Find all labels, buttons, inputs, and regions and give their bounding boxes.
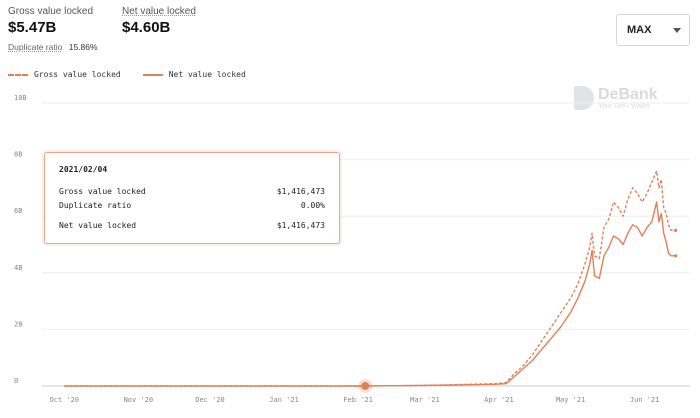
y-tick-label: 6B bbox=[14, 207, 22, 215]
x-tick-label: Feb '21 bbox=[343, 396, 373, 404]
debank-logo-icon bbox=[574, 86, 594, 110]
tooltip-value: $1,416,473 bbox=[276, 221, 325, 230]
chevron-down-icon bbox=[673, 28, 681, 33]
gross-value-stat: Gross value locked $5.47B bbox=[8, 6, 93, 36]
duplicate-ratio-value: 15.86% bbox=[68, 42, 98, 52]
tooltip-value: 0.00% bbox=[300, 201, 325, 210]
x-tick-label: Nov '20 bbox=[124, 396, 154, 404]
x-tick-label: May '21 bbox=[556, 396, 586, 404]
gross-value-amount: $5.47B bbox=[8, 19, 57, 36]
y-tick-label: 4B bbox=[14, 264, 22, 272]
time-range-select[interactable]: MAX bbox=[616, 14, 690, 46]
chart-tooltip: 2021/02/04 Gross value locked $1,416,473… bbox=[44, 152, 340, 244]
legend-label-net: Net value locked bbox=[168, 70, 246, 79]
net-value-stat: Net value locked $4.60B bbox=[122, 6, 196, 36]
legend-label-gross: Gross value locked bbox=[34, 70, 121, 79]
x-tick-label: Mar '21 bbox=[410, 396, 440, 404]
x-tick-label: Oct '20 bbox=[50, 396, 80, 404]
y-tick-label: 10B bbox=[14, 94, 27, 102]
x-tick-label: Apr '21 bbox=[484, 396, 514, 404]
tooltip-value: $1,416,473 bbox=[276, 187, 325, 196]
brand-name: DeBank bbox=[598, 85, 658, 103]
net-value-amount: $4.60B bbox=[122, 19, 171, 36]
tooltip-row-net: Net value locked $1,416,473 bbox=[59, 221, 325, 230]
series-line-gross bbox=[64, 170, 676, 387]
time-range-selected: MAX bbox=[627, 24, 652, 36]
highlight-point bbox=[361, 381, 370, 390]
tooltip-date: 2021/02/04 bbox=[59, 165, 108, 174]
series-line-net bbox=[64, 201, 676, 387]
x-tick-label: Jan '21 bbox=[269, 396, 299, 404]
tooltip-row-duplicate: Duplicate ratio 0.00% bbox=[59, 201, 325, 210]
x-tick-label: Dec '20 bbox=[195, 396, 225, 404]
y-tick-label: 8B bbox=[14, 151, 22, 159]
tooltip-label: Net value locked bbox=[59, 221, 137, 230]
duplicate-ratio-row: Duplicate ratio 15.86% bbox=[8, 42, 98, 52]
tooltip-row-gross: Gross value locked $1,416,473 bbox=[59, 187, 325, 196]
legend-item-gross[interactable]: Gross value locked bbox=[8, 70, 121, 79]
brand-watermark: DeBank Your DeFi Wallet bbox=[574, 86, 658, 110]
tooltip-label: Duplicate ratio bbox=[59, 201, 132, 210]
series-end-point-net bbox=[674, 254, 678, 258]
y-tick-label: 2B bbox=[14, 320, 22, 328]
solid-line-swatch bbox=[142, 73, 163, 76]
dashed-line-swatch bbox=[8, 73, 28, 76]
y-tick-label: 0 bbox=[14, 377, 18, 385]
x-tick-label: Jun '21 bbox=[630, 396, 660, 404]
net-value-label[interactable]: Net value locked bbox=[122, 6, 196, 17]
brand-tagline: Your DeFi Wallet bbox=[598, 102, 651, 110]
gross-value-label: Gross value locked bbox=[8, 6, 94, 17]
tooltip-label: Gross value locked bbox=[59, 187, 146, 196]
duplicate-ratio-label[interactable]: Duplicate ratio bbox=[8, 42, 63, 52]
chart-legend: Gross value locked Net value locked bbox=[8, 70, 246, 79]
series-end-point-gross bbox=[674, 228, 678, 232]
legend-item-net[interactable]: Net value locked bbox=[142, 70, 246, 79]
